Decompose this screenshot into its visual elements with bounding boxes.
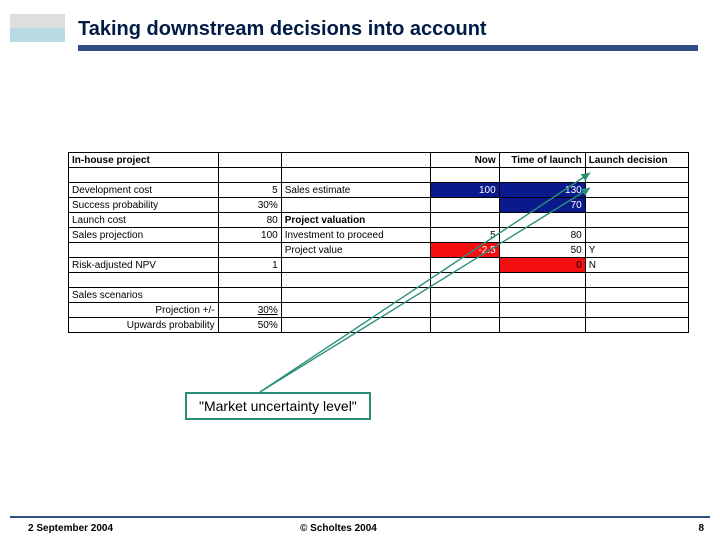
lbl: Development cost <box>69 183 218 198</box>
val: 100 <box>218 228 281 243</box>
table-row: Project value -2.5 50 Y <box>69 243 689 258</box>
cell-decY: Y <box>585 243 688 258</box>
hdr-mid <box>281 153 430 168</box>
empty <box>430 198 499 213</box>
table-row: Success probability 30% 70 <box>69 198 689 213</box>
empty <box>430 258 499 273</box>
project-table: In-house project Now Time of launch Laun… <box>68 152 689 333</box>
empty <box>585 213 688 228</box>
empty <box>218 288 281 303</box>
cell-tol: 80 <box>499 228 585 243</box>
val: 30% <box>218 198 281 213</box>
lbl: Investment to proceed <box>281 228 430 243</box>
table-row <box>69 273 689 288</box>
empty <box>430 213 499 228</box>
val: 1 <box>218 258 281 273</box>
hdr-left: In-house project <box>69 153 218 168</box>
hdr-now: Now <box>430 153 499 168</box>
cell-dec <box>585 183 688 198</box>
table-row: Sales projection 100 Investment to proce… <box>69 228 689 243</box>
table-row: Risk-adjusted NPV 1 0 N <box>69 258 689 273</box>
table-header-row: In-house project Now Time of launch Laun… <box>69 153 689 168</box>
callout-box: "Market uncertainty level" <box>185 392 371 420</box>
footer-divider <box>10 516 710 518</box>
table-row <box>69 168 689 183</box>
lbl: Success probability <box>69 198 218 213</box>
table-row: Upwards probability 50% <box>69 318 689 333</box>
lbl: Sales estimate <box>281 183 430 198</box>
empty <box>585 228 688 243</box>
hdr-left-val <box>218 153 281 168</box>
empty <box>585 198 688 213</box>
cell-tol1: 50 <box>499 243 585 258</box>
cell-tol2: 0 <box>499 258 585 273</box>
hdr-tol: Time of launch <box>499 153 585 168</box>
empty <box>281 198 430 213</box>
table-row: Launch cost 80 Project valuation <box>69 213 689 228</box>
footer-credit: © Scholtes 2004 <box>300 523 377 534</box>
empty <box>499 213 585 228</box>
lbl: Sales scenarios <box>69 288 218 303</box>
empty <box>218 243 281 258</box>
slide: Taking downstream decisions into account… <box>0 0 720 540</box>
hdr-dec: Launch decision <box>585 153 688 168</box>
table-row: Development cost 5 Sales estimate 100 13… <box>69 183 689 198</box>
lbl: Project valuation <box>281 213 430 228</box>
page-title: Taking downstream decisions into account <box>78 18 487 41</box>
val: 5 <box>218 183 281 198</box>
title-underline <box>78 45 698 51</box>
callout-text: "Market uncertainty level" <box>199 398 357 414</box>
empty <box>69 243 218 258</box>
lbl: Project value <box>281 243 430 258</box>
val: 30% <box>218 303 281 318</box>
empty <box>281 258 430 273</box>
lbl: Projection +/- <box>69 303 218 318</box>
lbl: Upwards probability <box>69 318 218 333</box>
cell-tol2: 70 <box>499 198 585 213</box>
val: 80 <box>218 213 281 228</box>
cell-tol1: 130 <box>499 183 585 198</box>
val: 50% <box>218 318 281 333</box>
footer-page: 8 <box>698 523 704 534</box>
cell-now: 5 <box>430 228 499 243</box>
cell-now: -2.5 <box>430 243 499 258</box>
lbl: Risk-adjusted NPV <box>69 258 218 273</box>
table-row: Projection +/- 30% <box>69 303 689 318</box>
cell-now: 100 <box>430 183 499 198</box>
table-row: Sales scenarios <box>69 288 689 303</box>
lbl: Sales projection <box>69 228 218 243</box>
logo <box>10 14 65 42</box>
lbl: Launch cost <box>69 213 218 228</box>
cell-decN: N <box>585 258 688 273</box>
footer-date: 2 September 2004 <box>28 523 113 534</box>
